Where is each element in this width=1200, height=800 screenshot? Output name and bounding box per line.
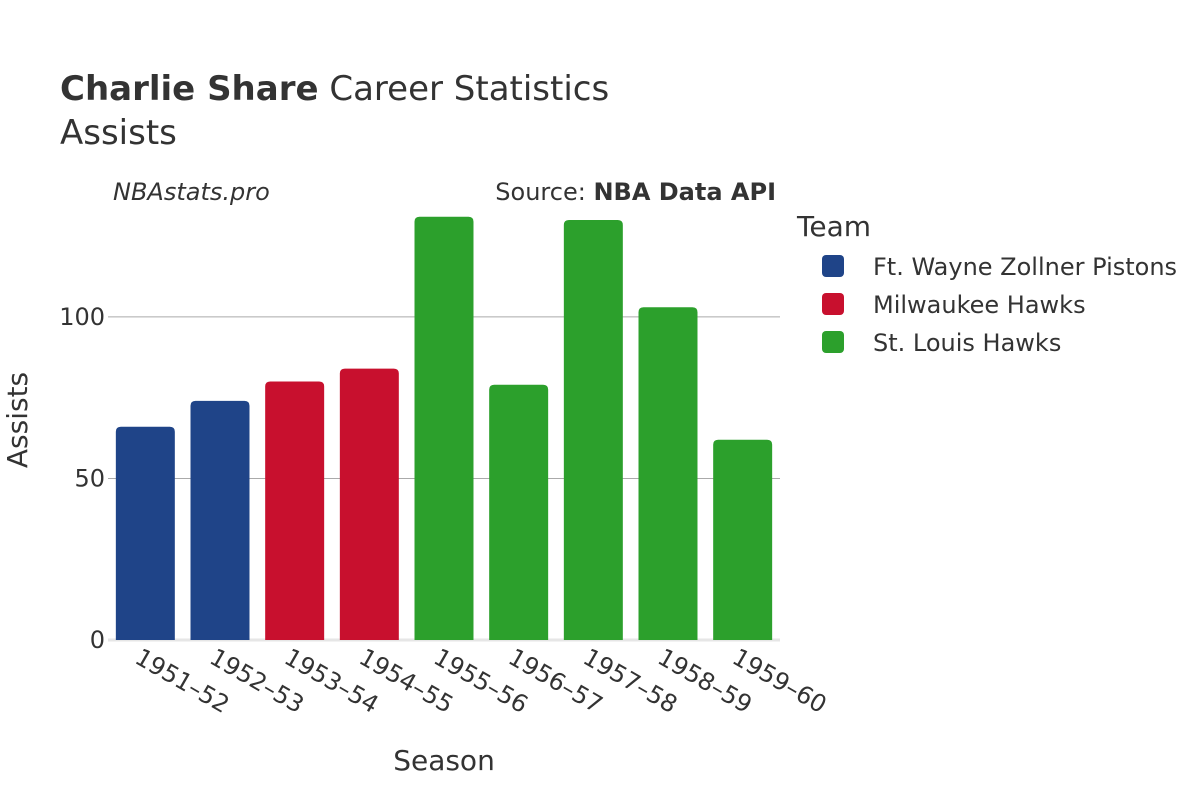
y-axis-title: Assists [1,372,34,468]
bar-1952–53[interactable] [190,400,250,640]
chart-subtitle: Assists [60,113,177,153]
legend-label-1[interactable]: Milwaukee Hawks [873,291,1086,319]
legend: Team Ft. Wayne Zollner Pistons Milwaukee … [796,210,1177,357]
bars-group [115,216,773,640]
chart-title: Charlie Share Career Statistics [60,69,609,109]
bar-1954–55[interactable] [339,368,399,640]
bar-1956–57[interactable] [489,384,549,640]
legend-label-2[interactable]: St. Louis Hawks [873,329,1061,357]
bar-1957–58[interactable] [563,220,623,640]
bar-1955–56[interactable] [414,216,474,640]
y-tick-0: 0 [90,626,105,654]
chart-title-rest: Career Statistics [319,69,610,109]
bar-1958–59[interactable] [638,307,698,640]
y-tick-100: 100 [59,303,105,331]
source-credit: Source: NBA Data API [495,178,776,206]
legend-title: Team [796,210,871,243]
source-prefix: Source: [495,178,593,206]
x-axis-title: Season [393,744,495,777]
chart-title-bold: Charlie Share [60,69,319,109]
legend-swatch-0[interactable] [822,255,844,277]
bar-1953–54[interactable] [265,381,325,640]
site-credit: NBAstats.pro [113,178,270,206]
bar-1951–52[interactable] [115,426,175,640]
legend-swatch-2[interactable] [822,331,844,353]
source-name: NBA Data API [593,178,776,206]
y-tick-50: 50 [74,464,105,492]
legend-swatch-1[interactable] [822,293,844,315]
y-tick-labels: 0 50 100 [59,303,105,654]
bar-1959–60[interactable] [713,439,773,640]
legend-label-0[interactable]: Ft. Wayne Zollner Pistons [873,253,1177,281]
x-tick-labels: 1951–521952–531953–541954–551955–561956–… [130,643,831,719]
